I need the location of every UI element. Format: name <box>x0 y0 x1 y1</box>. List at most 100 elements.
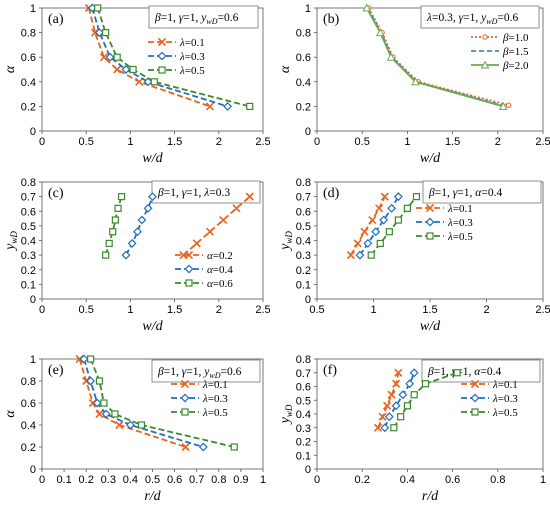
x-tick-label: 1 <box>404 136 410 148</box>
y-tick-label: 0.5 <box>21 221 36 233</box>
data-point <box>368 215 377 225</box>
annotation-text: β=1, γ=1, α=0.4 <box>427 366 501 378</box>
legend-label: λ=0.1 <box>202 379 228 391</box>
series-3 <box>362 3 508 110</box>
data-point <box>380 423 390 433</box>
y-tick-label: 0.8 <box>296 177 311 189</box>
panel-f: 0 0.2 0.4 0.6 0.8 100.10.20.30.40.50.60.70.8r… <box>278 354 546 504</box>
y-tick-label: 0.3 <box>296 423 311 435</box>
data-point <box>378 412 387 421</box>
y-tick-label: 0.8 <box>21 28 36 40</box>
data-point <box>181 442 190 452</box>
data-point <box>94 4 102 12</box>
data-point <box>95 377 104 385</box>
y-tick-label: 0.5 <box>296 395 311 407</box>
data-point <box>375 28 385 37</box>
data-point <box>95 28 104 38</box>
y-tick-label: 0.8 <box>296 28 311 40</box>
data-point <box>143 203 153 213</box>
annotation-box <box>148 5 259 29</box>
y-axis-label: α <box>3 65 18 73</box>
y-tick-label: 0.5 <box>296 221 311 233</box>
y-tick-label: 0 <box>305 126 311 138</box>
legend-label: α=0.4 <box>207 264 233 276</box>
y-tick-label: 0.4 <box>296 409 311 421</box>
y-tick-label: 0 <box>30 294 36 306</box>
data-point <box>397 413 405 421</box>
data-point <box>405 379 415 389</box>
data-point <box>390 424 398 432</box>
legend-marker <box>470 393 480 403</box>
data-point <box>505 102 512 108</box>
data-point <box>245 192 254 201</box>
y-axis-label: ywD <box>278 404 294 425</box>
annotation-text: β=1, γ=1, α=0.4 <box>428 187 502 199</box>
legend-label: λ=0.5 <box>447 231 473 243</box>
legend-label: λ=0.5 <box>179 65 205 77</box>
annotation-box <box>151 359 261 383</box>
x-axis-label: w/d <box>420 151 441 166</box>
x-tick-label: 0.5 <box>145 474 160 486</box>
data-point <box>355 250 365 260</box>
data-point <box>192 239 201 248</box>
x-tick-label: 2.5 <box>535 304 550 316</box>
y-tick-label: 0.7 <box>296 368 311 380</box>
x-tick-label: 0.5 <box>355 136 370 148</box>
legend-marker <box>482 34 488 40</box>
panel-label: (d) <box>323 186 340 201</box>
data-point <box>421 380 430 388</box>
data-point <box>393 192 403 202</box>
y-tick-label: 0.4 <box>21 77 36 89</box>
x-tick-label: 2 <box>483 304 489 316</box>
data-point <box>223 101 233 111</box>
legend-label: β=1.5 <box>502 46 529 58</box>
legend: λ=0.1 λ=0.3 λ=0.5 <box>171 379 228 419</box>
series-line <box>96 7 250 108</box>
data-point <box>498 101 508 110</box>
data-point <box>346 251 355 260</box>
legend-label: β=2.0 <box>502 60 529 72</box>
x-tick-label: 0.7 <box>189 474 204 486</box>
data-point <box>133 227 142 237</box>
data-point <box>111 216 119 224</box>
annotation-text: β=1, γ=1, ywD=0.6 <box>157 366 242 380</box>
panel-a: 0 0.5 1 1.5 2 2.5 0 0.2 0.4 0.6 0.8 1 w/d α (a) β=1, γ=… <box>3 3 271 166</box>
data-point <box>367 251 375 259</box>
y-tick-label: 0.8 <box>21 376 36 388</box>
legend-marker <box>426 232 434 240</box>
data-point <box>113 65 122 74</box>
y-tick-label: 0.2 <box>296 101 311 113</box>
y-tick-label: 0.6 <box>296 206 311 218</box>
legend-label: λ=0.3 <box>447 217 473 229</box>
data-point <box>137 215 147 225</box>
data-point <box>371 227 381 237</box>
legend-label: λ=0.1 <box>492 379 518 391</box>
x-axis-label: r/d <box>144 489 161 504</box>
legend-label: λ=0.3 <box>492 393 518 405</box>
data-point <box>99 53 108 62</box>
data-point <box>232 204 241 213</box>
x-tick-label: 0.8 <box>211 474 226 486</box>
y-tick-label: 0.4 <box>21 420 36 432</box>
x-tick-label: 0.4 <box>123 474 138 486</box>
legend-label: λ=0.1 <box>447 203 473 215</box>
annotation-text: β=1, γ=1, ywD=0.6 <box>154 12 239 26</box>
annotation-text: λ=0.3, γ=1, ywD=0.6 <box>426 12 519 26</box>
data-point <box>121 65 131 74</box>
y-tick-label: 0.7 <box>21 192 36 204</box>
x-tick-label: 0 <box>314 136 320 148</box>
data-point <box>375 204 384 213</box>
y-tick-label: 0.4 <box>296 236 311 248</box>
y-tick-label: 0 <box>30 126 36 138</box>
series-1 <box>346 192 389 260</box>
legend-marker <box>181 408 189 416</box>
series-3 <box>94 4 254 111</box>
y-tick-label: 0.2 <box>296 437 311 449</box>
series-3 <box>367 193 421 259</box>
y-tick-label: 0.8 <box>21 177 36 189</box>
data-point <box>87 355 95 363</box>
series-2 <box>355 192 403 260</box>
series-line <box>89 358 235 448</box>
data-point <box>101 409 111 419</box>
data-point <box>115 420 124 430</box>
